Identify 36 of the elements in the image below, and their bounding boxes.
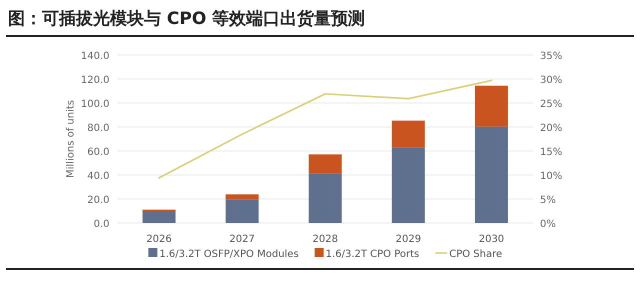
y2-tick-label: 10% (540, 171, 562, 182)
bar (474, 86, 508, 127)
y2-tick-label: 0% (540, 219, 556, 230)
y-tick-label: 60.0 (87, 147, 110, 158)
y2-tick-label: 5% (540, 195, 556, 206)
y2-tick-label: 35% (540, 51, 562, 62)
legend-label: 1.6/3.2T OSFP/XPO Modules (159, 249, 299, 260)
y-tick-label: 140.0 (80, 51, 110, 62)
bar (392, 147, 425, 223)
y2-tick-label: 15% (540, 147, 562, 158)
legend-label: CPO Share (449, 249, 502, 260)
y2-tick-label: 25% (540, 99, 562, 110)
bar (308, 173, 342, 223)
y-tick-label: 120.0 (80, 75, 110, 86)
x-tick-label: 2029 (396, 234, 422, 245)
y2-tick-label: 20% (540, 123, 562, 134)
x-tick-label: 2028 (312, 234, 338, 245)
y-tick-label: 20.0 (87, 195, 110, 206)
y-tick-label: 40.0 (87, 171, 110, 182)
line-series (158, 80, 492, 179)
bar (226, 200, 259, 223)
y-axis-title: Millions of units (66, 100, 76, 178)
x-tick-label: 2027 (229, 234, 255, 245)
bar (474, 126, 508, 223)
bar (392, 120, 425, 148)
bar (142, 211, 176, 223)
y-tick-label: 0.0 (94, 219, 110, 230)
y2-tick-label: 30% (540, 75, 562, 86)
x-tick-label: 2030 (478, 234, 504, 245)
x-tick-label: 2026 (146, 234, 172, 245)
legend-label: 1.6/3.2T CPO Ports (326, 249, 420, 260)
y-tick-label: 100.0 (80, 99, 110, 110)
bar (226, 194, 259, 200)
chart-title: 图：可插拔光模块与 CPO 等效端口出货量预测 (8, 9, 366, 29)
bar (308, 154, 342, 174)
y-tick-label: 80.0 (87, 123, 110, 134)
